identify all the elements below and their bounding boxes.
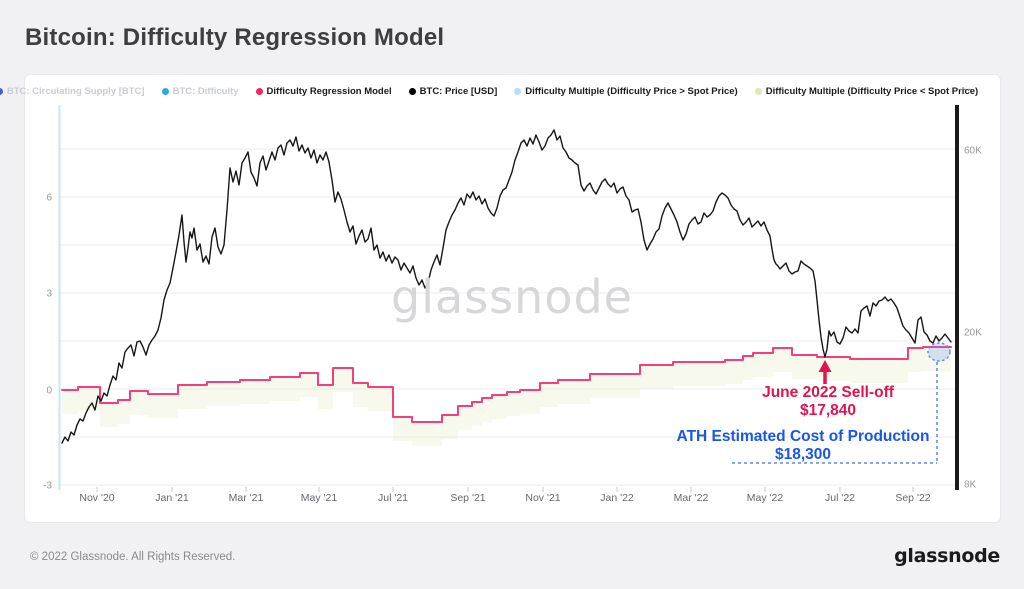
x-axis-tick-label: Mar '21 — [229, 492, 264, 504]
legend-item[interactable]: Difficulty Multiple (Difficulty Price < … — [754, 85, 979, 97]
legend-item-label: BTC: Difficulty — [172, 85, 239, 97]
legend-dot-icon — [754, 87, 762, 95]
left-axis-tick-label: 0 — [46, 386, 52, 397]
legend-dot-icon — [408, 87, 416, 95]
selloff-arrow-head-icon — [818, 360, 832, 372]
legend-item-label: BTC: Price [USD] — [419, 85, 498, 97]
left-axis-tick-label: 6 — [46, 193, 52, 204]
legend-dot-icon — [514, 87, 522, 95]
legend-item-label: Difficulty Multiple (Difficulty Price > … — [525, 85, 738, 97]
left-axis-tick-label: 3 — [46, 289, 52, 300]
series-difficulty-regression-model — [61, 346, 952, 423]
x-axis-tick-label: Jan '22 — [600, 492, 634, 504]
left-axis-tick-label: -3 — [43, 481, 52, 492]
x-axis-tick-label: Mar '22 — [674, 492, 709, 504]
difficulty-multiple-fill — [62, 347, 951, 446]
legend-item-label: BTC: Circulating Supply [BTC] — [6, 85, 145, 97]
annotation-june-2022-selloff: June 2022 Sell-off $17,840 — [718, 384, 938, 420]
x-axis-tick-label: May '21 — [301, 492, 338, 504]
page-title: Bitcoin: Difficulty Regression Model — [25, 24, 445, 51]
x-axis-tick-label: Jan '21 — [155, 492, 189, 504]
ath-highlight-ellipse — [927, 342, 951, 362]
legend-dot-icon — [255, 87, 263, 95]
chart-legend: BTC: Circulating Supply [BTC] BTC: Diffic… — [0, 83, 978, 99]
legend-more-button[interactable]: --- — [959, 84, 972, 95]
right-axis-tick-label: 60K — [964, 146, 982, 157]
annotation-selloff-value: $17,840 — [799, 402, 857, 419]
legend-item[interactable]: BTC: Circulating Supply [BTC] — [0, 86, 145, 97]
legend-item[interactable]: BTC: Price [USD] — [408, 85, 498, 97]
glassnode-logo: glassnode — [894, 545, 1000, 567]
x-axis-tick-label: Sep '21 — [450, 492, 485, 504]
x-axis-tick-label: Jul '21 — [378, 492, 408, 504]
annotation-ath-value: $18,300 — [774, 446, 832, 463]
legend-item[interactable]: Difficulty Regression Model — [255, 85, 392, 97]
legend-item[interactable]: Difficulty Multiple (Difficulty Price > … — [514, 85, 738, 97]
annotation-ath-line1: ATH Estimated Cost of Production — [676, 428, 930, 445]
legend-item[interactable]: BTC: Difficulty — [161, 85, 239, 97]
annotation-ath-cost-of-production: ATH Estimated Cost of Production $18,300 — [643, 428, 963, 464]
annotation-selloff-line1: June 2022 Sell-off — [762, 384, 894, 401]
x-axis-tick-label: Jul '22 — [825, 492, 855, 504]
legend-item-label: Difficulty Multiple (Difficulty Price < … — [765, 85, 979, 97]
right-axis-tick-label: 8K — [964, 480, 977, 491]
copyright-text: © 2022 Glassnode. All Rights Reserved. — [30, 551, 236, 563]
series-btc-price-usd- — [61, 129, 952, 444]
x-axis-tick-label: Nov '20 — [79, 492, 114, 504]
x-axis-tick-label: Sep '22 — [895, 492, 930, 504]
legend-dot-icon — [0, 87, 3, 95]
legend-item-label: Difficulty Regression Model — [266, 85, 392, 97]
x-axis-tick-label: Nov '21 — [525, 492, 560, 504]
x-axis-tick-label: May '22 — [747, 492, 784, 504]
right-axis-tick-label: 20K — [964, 328, 982, 339]
legend-dot-icon — [161, 87, 169, 95]
